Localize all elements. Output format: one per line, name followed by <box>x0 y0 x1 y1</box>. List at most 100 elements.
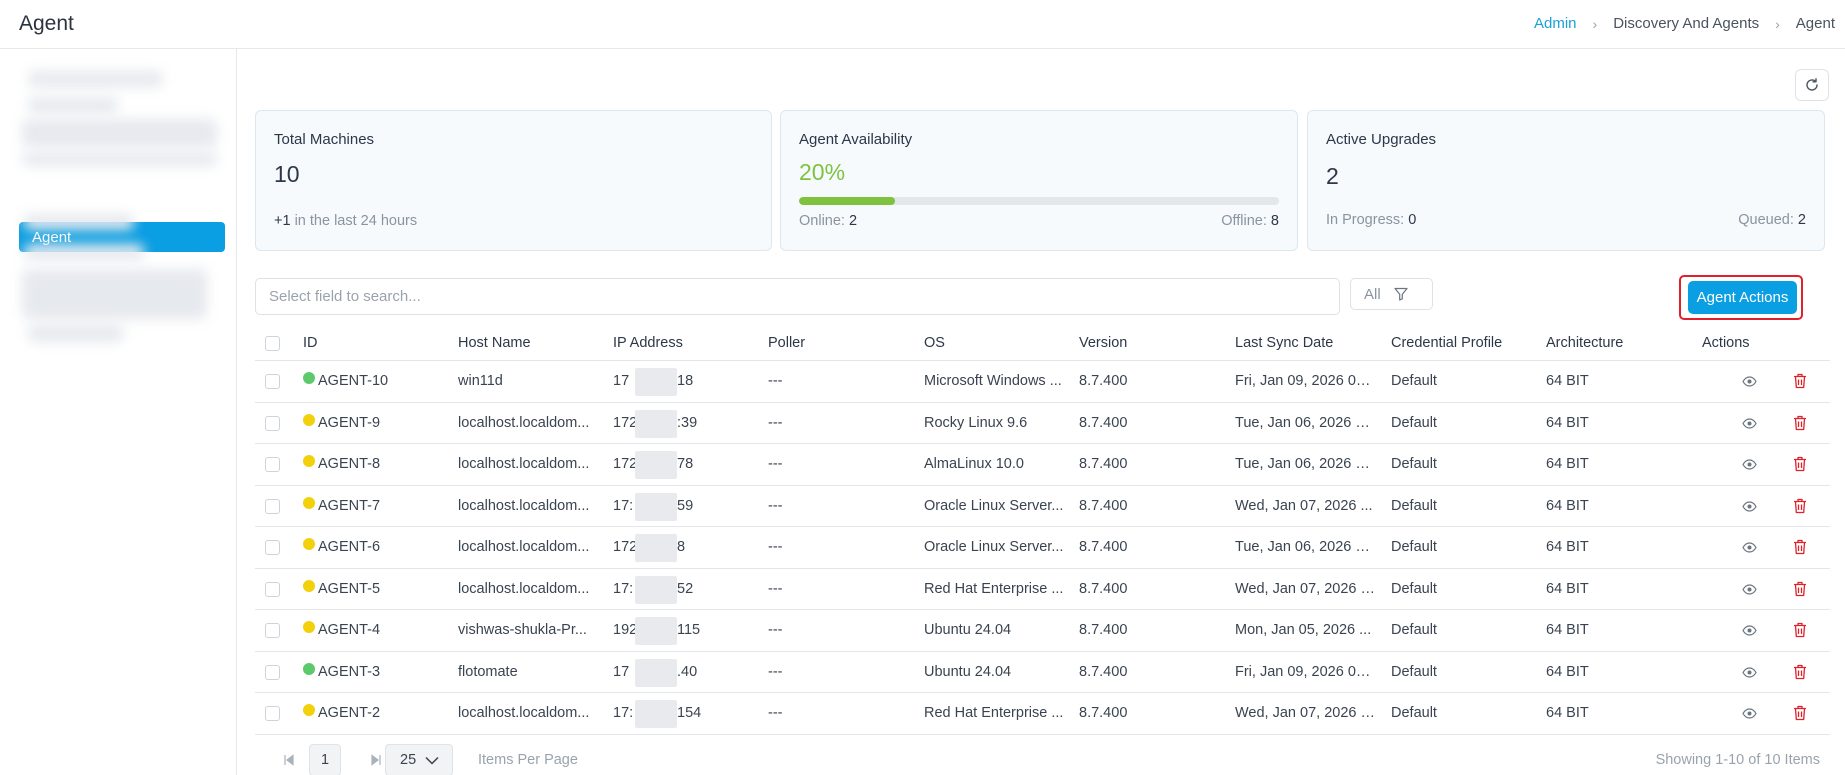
view-eye-icon[interactable] <box>1742 540 1757 558</box>
page-size-select[interactable]: 25 <box>385 744 453 775</box>
last-sync-date: Tue, Jan 06, 2026 0... <box>1235 539 1375 555</box>
column-header-last-sync-date[interactable]: Last Sync Date <box>1235 335 1334 351</box>
agent-availability-card: Agent Availability 20% Online: 2 Offline… <box>780 110 1298 251</box>
delete-trash-icon[interactable] <box>1793 498 1807 519</box>
row-checkbox[interactable] <box>265 498 280 514</box>
page-size-value: 25 <box>400 752 417 768</box>
sidebar-item-blurred[interactable] <box>22 152 217 166</box>
column-header-ip-address[interactable]: IP Address <box>613 335 683 351</box>
last-sync-date: Wed, Jan 07, 2026 1... <box>1235 580 1375 597</box>
agent-actions-highlight <box>1679 275 1803 320</box>
agent-id: AGENT-6 <box>318 539 381 555</box>
column-header-credential-profile[interactable]: Credential Profile <box>1391 335 1503 351</box>
credential-profile: Default <box>1391 580 1437 597</box>
architecture: 64 BIT <box>1546 705 1589 721</box>
table-row[interactable]: AGENT-10 win11d --- Microsoft Windows ... 8.… <box>255 361 1830 403</box>
table-row[interactable]: AGENT-8 localhost.localdom... --- AlmaLinux… <box>255 444 1830 486</box>
sidebar-item-blurred[interactable] <box>24 214 134 230</box>
sidebar-item-blurred[interactable] <box>24 244 144 260</box>
search-input[interactable]: Select field to search... <box>255 278 1340 315</box>
version: 8.7.400 <box>1079 539 1128 555</box>
total-machines-delta: +1 in the last 24 hours <box>274 213 417 229</box>
sidebar-item-blurred[interactable] <box>22 119 217 147</box>
delete-trash-icon[interactable] <box>1793 664 1807 685</box>
status-indicator <box>303 704 315 716</box>
delete-trash-icon[interactable] <box>1793 622 1807 643</box>
filter-dropdown[interactable]: All <box>1350 278 1433 310</box>
delete-trash-icon[interactable] <box>1793 539 1807 560</box>
row-checkbox[interactable] <box>265 415 280 431</box>
ip-suffix: :39 <box>677 414 698 431</box>
row-checkbox[interactable] <box>265 581 280 597</box>
version: 8.7.400 <box>1079 622 1128 638</box>
delete-trash-icon[interactable] <box>1793 705 1807 726</box>
poller: --- <box>768 414 783 431</box>
ip-suffix: .40 <box>677 663 698 680</box>
view-eye-icon[interactable] <box>1742 416 1757 434</box>
poller: --- <box>768 705 783 721</box>
select-all-checkbox[interactable] <box>265 336 280 351</box>
agent-id: AGENT-3 <box>318 663 381 680</box>
agent-actions-button[interactable]: Agent Actions <box>1688 281 1797 314</box>
sidebar-item-blurred[interactable] <box>22 269 207 319</box>
delete-trash-icon[interactable] <box>1793 581 1807 602</box>
view-eye-icon[interactable] <box>1742 374 1757 392</box>
sidebar-item-blurred[interactable] <box>28 324 123 342</box>
version: 8.7.400 <box>1079 456 1128 472</box>
column-header-poller[interactable]: Poller <box>768 335 806 351</box>
table-row[interactable]: AGENT-9 localhost.localdom... --- Rocky Lin… <box>255 403 1830 444</box>
table-row[interactable]: AGENT-7 localhost.localdom... --- Oracle Li… <box>255 486 1830 527</box>
column-header-architecture[interactable]: Architecture <box>1546 335 1624 351</box>
table-row[interactable]: AGENT-5 localhost.localdom... --- Red Hat E… <box>255 569 1830 610</box>
view-eye-icon[interactable] <box>1742 665 1757 683</box>
agent-id: AGENT-8 <box>318 456 381 472</box>
architecture: 64 BIT <box>1546 539 1589 555</box>
version: 8.7.400 <box>1079 497 1128 514</box>
sidebar-item-blurred[interactable] <box>28 71 163 87</box>
column-header-host-name[interactable]: Host Name <box>458 335 531 351</box>
column-header-id[interactable]: ID <box>303 335 318 351</box>
view-eye-icon[interactable] <box>1742 457 1757 475</box>
ip-suffix: 18 <box>677 373 694 389</box>
in-progress-label: In Progress: <box>1326 212 1405 228</box>
sidebar-item-blurred[interactable] <box>28 97 118 113</box>
row-checkbox[interactable] <box>265 540 280 555</box>
table-row[interactable]: AGENT-6 localhost.localdom... --- Oracle Li… <box>255 527 1830 569</box>
agent-id: AGENT-4 <box>318 622 381 638</box>
page-number-button[interactable]: 1 <box>309 744 341 775</box>
ip-suffix: 154 <box>677 705 702 721</box>
first-page-icon[interactable] <box>283 754 295 766</box>
view-eye-icon[interactable] <box>1742 582 1757 600</box>
offline-count: Offline: 8 <box>1221 213 1279 229</box>
host-name: localhost.localdom... <box>458 456 590 472</box>
credential-profile: Default <box>1391 497 1437 514</box>
column-header-os[interactable]: OS <box>924 335 945 351</box>
agent-id: AGENT-7 <box>318 497 381 514</box>
breadcrumb-admin-link[interactable]: Admin <box>1534 15 1577 32</box>
ip-redaction <box>635 492 677 521</box>
delete-trash-icon[interactable] <box>1793 456 1807 477</box>
delete-trash-icon[interactable] <box>1793 373 1807 394</box>
view-eye-icon[interactable] <box>1742 706 1757 724</box>
row-checkbox[interactable] <box>265 374 280 389</box>
table-row[interactable]: AGENT-2 localhost.localdom... --- Red Hat E… <box>255 693 1830 735</box>
row-checkbox[interactable] <box>265 706 280 721</box>
table-row[interactable]: AGENT-4 vishwas-shukla-Pr... --- Ubuntu 24.… <box>255 610 1830 652</box>
poller: --- <box>768 663 783 680</box>
agent-id: AGENT-9 <box>318 414 381 431</box>
row-checkbox[interactable] <box>265 664 280 680</box>
last-page-icon[interactable] <box>370 754 382 766</box>
last-sync-date: Tue, Jan 06, 2026 0... <box>1235 456 1375 472</box>
card-title: Active Upgrades <box>1326 131 1437 148</box>
table-row[interactable]: AGENT-3 flotomate --- Ubuntu 24.04 8.7.400 Fr… <box>255 652 1830 693</box>
last-sync-date: Fri, Jan 09, 2026 04:... <box>1235 663 1375 680</box>
row-checkbox[interactable] <box>265 457 280 472</box>
column-header-version[interactable]: Version <box>1079 335 1128 351</box>
row-checkbox[interactable] <box>265 623 280 638</box>
offline-label: Offline: <box>1221 213 1267 229</box>
view-eye-icon[interactable] <box>1742 623 1757 641</box>
delete-trash-icon[interactable] <box>1793 415 1807 436</box>
view-eye-icon[interactable] <box>1742 499 1757 517</box>
status-indicator <box>303 621 315 633</box>
refresh-button[interactable] <box>1795 69 1829 101</box>
